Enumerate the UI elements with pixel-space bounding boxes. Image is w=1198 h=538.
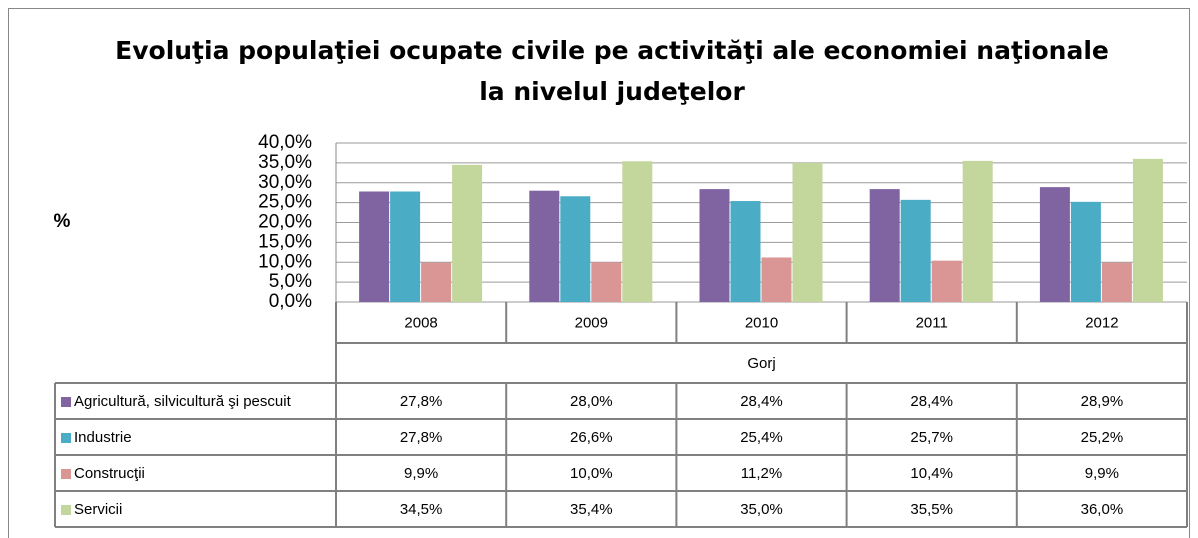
- legend-swatch: [61, 433, 71, 443]
- data-label: 11,2%: [741, 465, 782, 482]
- data-label: 25,4%: [740, 429, 783, 446]
- y-axis-label: %: [54, 211, 71, 232]
- data-label: 25,7%: [910, 429, 953, 446]
- y-tick-label: 10,0%: [258, 251, 312, 272]
- data-label: 28,4%: [740, 393, 783, 410]
- legend-label: Construcţii: [74, 465, 145, 482]
- x-tick-label: 2009: [575, 314, 608, 331]
- bar: [560, 196, 591, 302]
- legend-label: Servicii: [74, 501, 122, 518]
- data-label: 27,8%: [400, 393, 443, 410]
- bar: [452, 164, 483, 302]
- x-tick-label: 2008: [404, 314, 437, 331]
- data-label: 35,5%: [910, 501, 953, 518]
- bar: [1101, 262, 1132, 302]
- chart-title: Evoluţia populaţiei ocupate civile pe ac…: [115, 36, 1109, 65]
- chart-title: la nivelul judeţelor: [479, 77, 745, 106]
- x-tick-label: 2010: [745, 314, 778, 331]
- bar: [421, 262, 452, 302]
- y-tick-label: 15,0%: [258, 231, 312, 252]
- bar: [529, 190, 560, 302]
- bar: [931, 260, 962, 302]
- bar: [699, 189, 730, 302]
- data-label: 35,0%: [740, 501, 783, 518]
- bar: [390, 191, 421, 302]
- data-label: 26,6%: [570, 429, 613, 446]
- legend-swatch: [61, 397, 71, 407]
- data-label: 9,9%: [1085, 465, 1119, 482]
- data-label: 28,0%: [570, 393, 613, 410]
- bar: [962, 160, 993, 302]
- bar: [591, 262, 622, 302]
- x-tick-label: 2011: [916, 314, 948, 331]
- bar: [792, 162, 823, 302]
- data-label: 35,4%: [570, 501, 613, 518]
- bar: [359, 191, 390, 302]
- y-tick-label: 40,0%: [258, 132, 312, 153]
- legend-swatch: [61, 469, 71, 479]
- data-label: 25,2%: [1081, 429, 1124, 446]
- x-tick-label: 2012: [1085, 314, 1118, 331]
- legend-label: Agricultură, silvicultură şi pescuit: [74, 393, 292, 410]
- bar: [869, 189, 900, 302]
- y-tick-label: 5,0%: [269, 271, 312, 292]
- bar: [1132, 158, 1163, 302]
- data-label: 9,9%: [404, 465, 438, 482]
- data-label: 10,4%: [910, 465, 953, 482]
- bar: [730, 201, 761, 302]
- bar: [622, 161, 653, 302]
- legend-swatch: [61, 505, 71, 515]
- data-label: 36,0%: [1081, 501, 1124, 518]
- data-label: 28,4%: [910, 393, 953, 410]
- data-label: 28,9%: [1081, 393, 1124, 410]
- group-label: Gorj: [747, 355, 775, 372]
- bar: [900, 199, 931, 302]
- data-label: 34,5%: [400, 501, 443, 518]
- y-tick-label: 30,0%: [258, 172, 312, 193]
- legend-label: Industrie: [74, 429, 132, 446]
- data-label: 10,0%: [570, 465, 613, 482]
- y-tick-label: 35,0%: [258, 152, 312, 173]
- y-tick-label: 0,0%: [269, 291, 312, 312]
- bar: [761, 257, 792, 302]
- bar: [1039, 187, 1070, 302]
- y-tick-label: 20,0%: [258, 212, 312, 233]
- y-tick-label: 25,0%: [258, 192, 312, 213]
- bar: [1070, 201, 1101, 302]
- data-label: 27,8%: [400, 429, 443, 446]
